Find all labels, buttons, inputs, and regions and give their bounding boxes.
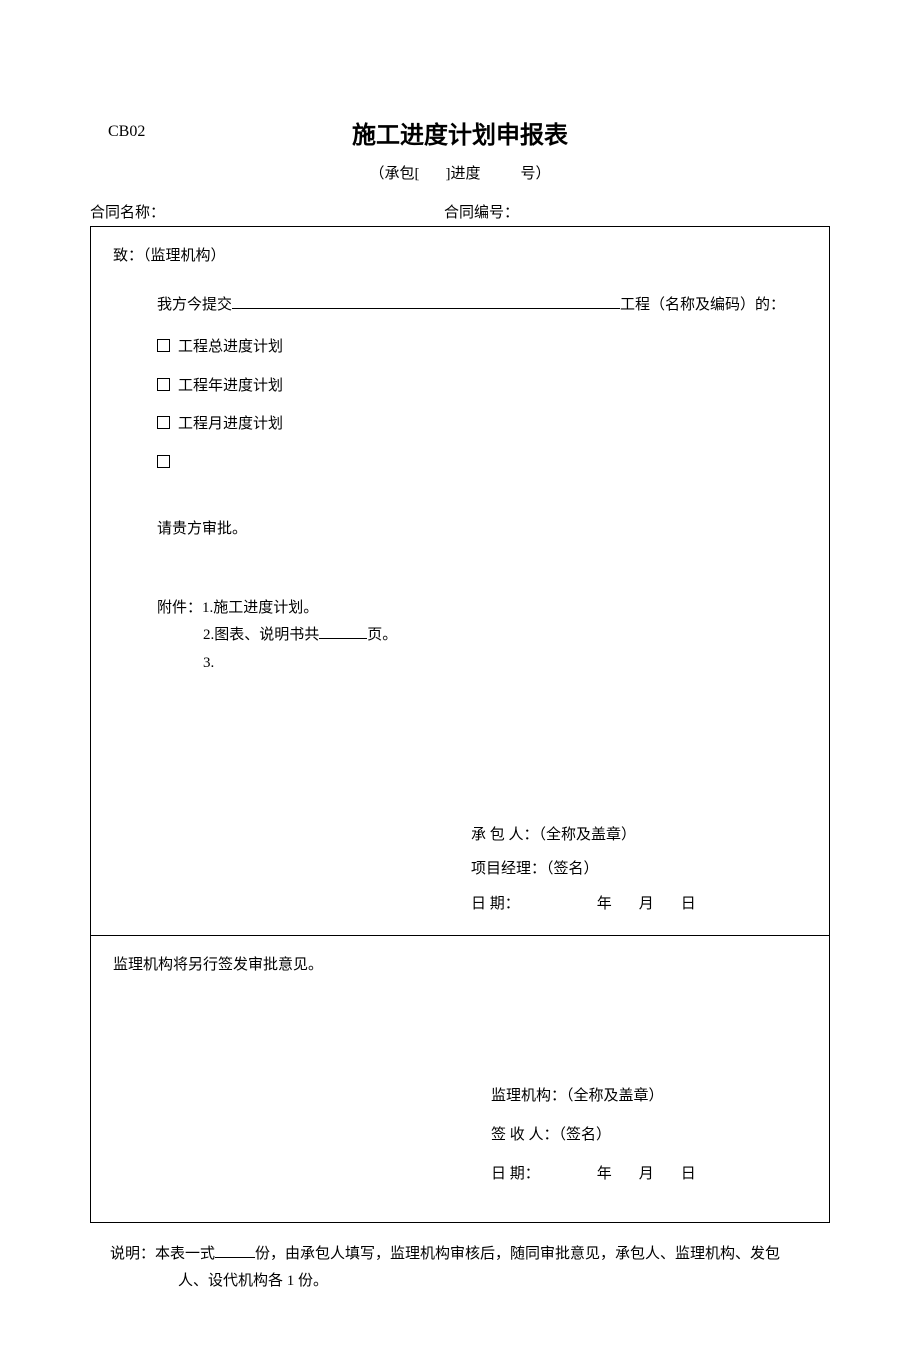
submit-line: 我方今提交 工程（名称及编码）的： [113,292,807,317]
day-label-lower: 日 [654,1155,696,1194]
date-row-lower: 日 期：年月日 [491,1155,807,1194]
form-table: 致：（监理机构） 我方今提交 工程（名称及编码）的： 工程总进度计划 工程年进度计… [90,226,830,1223]
supervise-notice: 监理机构将另行签发审批意见。 [113,954,807,977]
attach-1: 1.施工进度计划。 [202,600,318,616]
upper-cell: 致：（监理机构） 我方今提交 工程（名称及编码）的： 工程总进度计划 工程年进度计… [91,227,829,936]
pm-label: 项目经理： [471,861,546,877]
subtitle-suffix: 号） [520,166,550,182]
date-label: 日 期： [471,896,520,912]
to-line: 致：（监理机构） [113,245,807,268]
date-row: 日 期：年月日 [471,887,807,922]
subtitle-prefix: （承包[ [369,166,419,182]
contract-name-label: 合同名称： [90,201,444,222]
supervisor-row: 监理机构：（全称及盖章） [491,1077,807,1116]
checkbox-row-blank [113,452,807,475]
month-label-lower: 月 [612,1155,654,1194]
attach-2-suffix: 页。 [367,627,397,643]
checkbox-icon[interactable] [157,416,170,429]
checkbox-icon[interactable] [157,455,170,468]
checkbox-row-total: 工程总进度计划 [113,336,807,359]
attach-2: 2.图表、说明书共 页。 [113,622,807,650]
day-label: 日 [654,887,696,922]
lower-cell: 监理机构将另行签发审批意见。 监理机构：（全称及盖章） 签 收 人：（签名） 日… [91,936,829,1222]
contractor-label: 承 包 人： [471,827,539,843]
submit-suffix: 工程（名称及编码）的： [620,297,785,313]
supervisor-label: 监理机构： [491,1088,566,1104]
contractor-signature-block: 承 包 人：（全称及盖章） 项目经理：（签名） 日 期：年月日 [113,818,807,922]
contract-no-label: 合同编号： [444,201,830,222]
checkbox-label: 工程总进度计划 [178,339,283,355]
project-name-field[interactable] [232,292,620,309]
page-title: 施工进度计划申报表 [90,115,830,150]
checkbox-icon[interactable] [157,378,170,391]
receiver-label: 签 收 人： [491,1127,559,1143]
checkbox-label: 工程年进度计划 [178,378,283,394]
attach-2-prefix: 2.图表、说明书共 [203,627,319,643]
checkbox-row-year: 工程年进度计划 [113,375,807,398]
contractor-row: 承 包 人：（全称及盖章） [471,818,807,853]
year-label-lower: 年 [540,1155,612,1194]
copies-field[interactable] [215,1241,255,1258]
please-review: 请贵方审批。 [113,518,807,541]
date-label-lower: 日 期： [491,1166,540,1182]
checkbox-row-month: 工程月进度计划 [113,413,807,436]
footnote-line2: 人、设代机构各 1 份。 [110,1268,830,1295]
year-label: 年 [520,887,612,922]
contractor-hint: （全称及盖章） [539,827,637,843]
footnote-suffix: 份，由承包人填写，监理机构审核后，随同审批意见，承包人、监理机构、发包 [255,1246,780,1262]
attach-label: 附件： [157,600,202,616]
attach-block: 附件：1.施工进度计划。 [113,595,807,623]
pages-field[interactable] [319,622,367,639]
checkbox-icon[interactable] [157,339,170,352]
receiver-hint: （签名） [559,1127,612,1143]
footnote: 说明：本表一式 份，由承包人填写，监理机构审核后，随同审批意见，承包人、监理机构、… [90,1241,830,1295]
form-code: CB02 [108,123,145,141]
attach-3: 3. [113,650,807,678]
subtitle-mid: ]进度 [445,166,480,182]
supervisor-signature-block: 监理机构：（全称及盖章） 签 收 人：（签名） 日 期：年月日 [113,1077,807,1194]
pm-hint: （签名） [546,861,599,877]
pm-row: 项目经理：（签名） [471,852,807,887]
subtitle: （承包[ ]进度 号） [90,162,830,183]
checkbox-label: 工程月进度计划 [178,416,283,432]
submit-prefix: 我方今提交 [157,297,232,313]
supervisor-hint: （全称及盖章） [566,1088,664,1104]
month-label: 月 [612,887,654,922]
receiver-row: 签 收 人：（签名） [491,1116,807,1155]
footnote-prefix: 说明：本表一式 [110,1246,215,1262]
